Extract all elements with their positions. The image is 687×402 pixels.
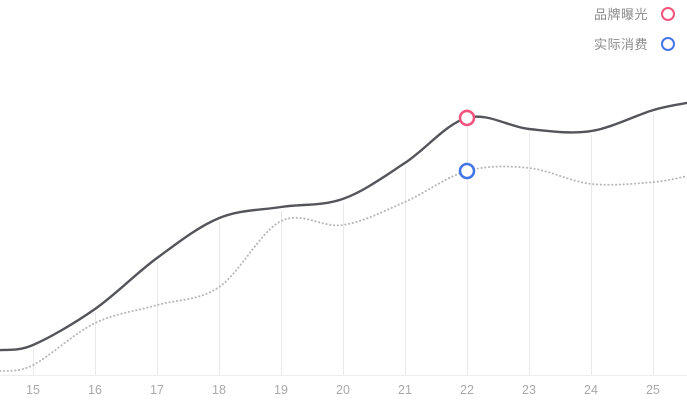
x-axis-tick-label: 25 [646, 383, 660, 397]
legend-label: 实际消费 [593, 37, 648, 52]
legend-ring-icon [661, 6, 675, 21]
marker-actual-spend[interactable] [458, 162, 476, 180]
x-axis-tick-label: 19 [274, 383, 288, 397]
x-axis-tick-label: 21 [398, 383, 412, 397]
x-axis-tick-label: 20 [336, 383, 350, 397]
legend-item-brand-exposure[interactable]: 品牌曝光 [594, 4, 675, 23]
legend-label: 品牌曝光 [593, 7, 648, 22]
x-axis-tick-label: 22 [460, 383, 474, 397]
series-line-brand-exposure [0, 101, 687, 352]
x-axis-tick-label: 23 [522, 383, 536, 397]
legend-ring-icon [661, 36, 675, 51]
x-axis-tick-label: 24 [584, 383, 598, 397]
chart-legend: 品牌曝光 实际消费 [594, 4, 675, 53]
legend-item-actual-spend[interactable]: 实际消费 [594, 34, 675, 53]
x-axis-tick-label: 15 [26, 383, 40, 397]
x-axis-tick-label: 16 [88, 383, 102, 397]
x-axis-tick-label: 17 [150, 383, 164, 397]
marker-brand-exposure[interactable] [458, 109, 476, 127]
x-axis-tick-label: 18 [212, 383, 226, 397]
